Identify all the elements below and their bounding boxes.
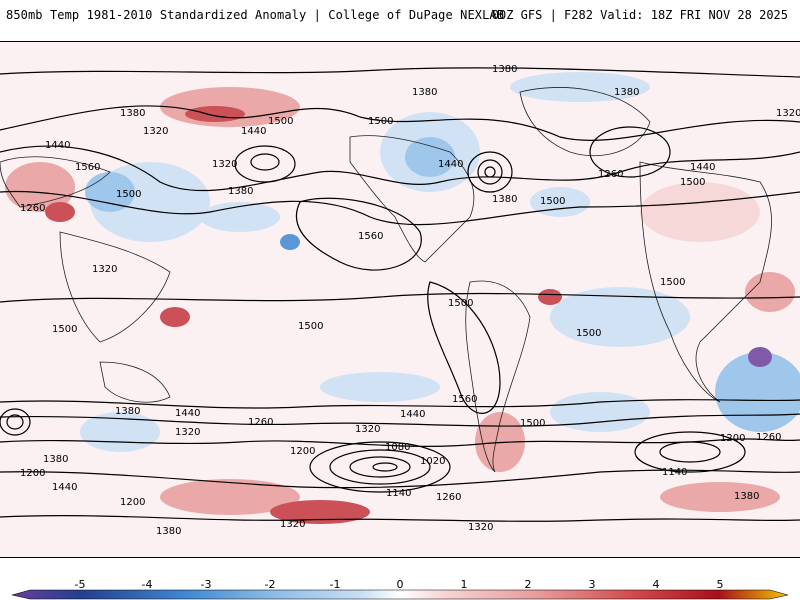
contour-label: 1320 bbox=[280, 519, 305, 530]
height-contours bbox=[0, 67, 800, 522]
colorbar-tick: -2 bbox=[264, 578, 276, 591]
contour-label: 1200 bbox=[20, 468, 45, 479]
contour-label: 1500 bbox=[680, 177, 705, 188]
contour-label: 1260 bbox=[248, 417, 273, 428]
contour-label: 1440 bbox=[175, 408, 200, 419]
contour-label: 1440 bbox=[52, 482, 77, 493]
contour-label: 1500 bbox=[660, 277, 685, 288]
contour-label: 1260 bbox=[436, 492, 461, 503]
contour-label: 1140 bbox=[662, 467, 687, 478]
contour-label: 1440 bbox=[45, 140, 70, 151]
contour-label: 1380 bbox=[412, 87, 437, 98]
contour-label: 1320 bbox=[776, 108, 800, 119]
colorbar-tick: 3 bbox=[588, 578, 596, 591]
colorbar-tick: 0 bbox=[396, 578, 404, 591]
contour-label: 1380 bbox=[156, 526, 181, 537]
colorbar-tick: -1 bbox=[329, 578, 341, 591]
contour-label-layer: 1380 1380 1380 1380 1320 1440 1500 1320 … bbox=[20, 64, 800, 537]
contour-label: 1500 bbox=[298, 321, 323, 332]
contour-label: 1320 bbox=[175, 427, 200, 438]
contour-label: 1140 bbox=[386, 488, 411, 499]
contour-label: 1500 bbox=[448, 298, 473, 309]
contour-label: 1560 bbox=[358, 231, 383, 242]
map-panel: 1380 1380 1380 1380 1320 1440 1500 1320 … bbox=[0, 41, 800, 558]
anomaly-shading bbox=[0, 42, 800, 557]
contour-label: 1440 bbox=[690, 162, 715, 173]
contour-label: 1380 bbox=[734, 491, 759, 502]
contour-label: 1500 bbox=[116, 189, 141, 200]
colorbar-tick: -5 bbox=[74, 578, 86, 591]
contour-label: 1440 bbox=[438, 159, 463, 170]
contour-label: 1320 bbox=[468, 522, 493, 533]
contour-label: 1320 bbox=[92, 264, 117, 275]
contour-label: 1500 bbox=[520, 418, 545, 429]
contour-label: 1260 bbox=[20, 203, 45, 214]
contour-label: 1200 bbox=[720, 433, 745, 444]
contour-label: 1500 bbox=[576, 328, 601, 339]
contour-label: 1560 bbox=[75, 162, 100, 173]
colorbar-tick: 4 bbox=[652, 578, 660, 591]
map-title: 850mb Temp 1981-2010 Standardized Anomal… bbox=[6, 8, 505, 22]
anomaly-colorbar bbox=[11, 589, 789, 600]
contour-label: 1320 bbox=[143, 126, 168, 137]
contour-label: 1440 bbox=[400, 409, 425, 420]
contour-label: 1500 bbox=[52, 324, 77, 335]
contour-label: 1440 bbox=[241, 126, 266, 137]
contour-label: 1380 bbox=[228, 186, 253, 197]
anomaly-map: 1380 1380 1380 1380 1320 1440 1500 1320 … bbox=[0, 42, 800, 557]
contour-label: 1380 bbox=[614, 87, 639, 98]
colorbar-tick: 5 bbox=[716, 578, 724, 591]
contour-label: 1560 bbox=[452, 394, 477, 405]
contour-label: 1500 bbox=[540, 196, 565, 207]
contour-label: 1380 bbox=[492, 194, 517, 205]
contour-label: 1260 bbox=[756, 432, 781, 443]
colorbar-tick: -3 bbox=[200, 578, 212, 591]
contour-label: 1500 bbox=[268, 116, 293, 127]
contour-label: 1320 bbox=[355, 424, 380, 435]
contour-label: 1500 bbox=[368, 116, 393, 127]
contour-label: 1020 bbox=[420, 456, 445, 467]
contour-label: 1200 bbox=[290, 446, 315, 457]
colorbar-tick: 1 bbox=[460, 578, 468, 591]
colorbar-tick: 2 bbox=[524, 578, 532, 591]
header: 850mb Temp 1981-2010 Standardized Anomal… bbox=[0, 0, 800, 40]
contour-label: 1380 bbox=[492, 64, 517, 75]
colorbar-tick: -4 bbox=[141, 578, 153, 591]
contour-label: 1080 bbox=[385, 442, 410, 453]
model-run-info: 00Z GFS | F282 Valid: 18Z FRI NOV 28 202… bbox=[491, 8, 788, 22]
contour-label: 1260 bbox=[598, 169, 623, 180]
contour-label: 1200 bbox=[120, 497, 145, 508]
contour-label: 1380 bbox=[43, 454, 68, 465]
contour-label: 1380 bbox=[115, 406, 140, 417]
contour-label: 1320 bbox=[212, 159, 237, 170]
contour-label: 1380 bbox=[120, 108, 145, 119]
